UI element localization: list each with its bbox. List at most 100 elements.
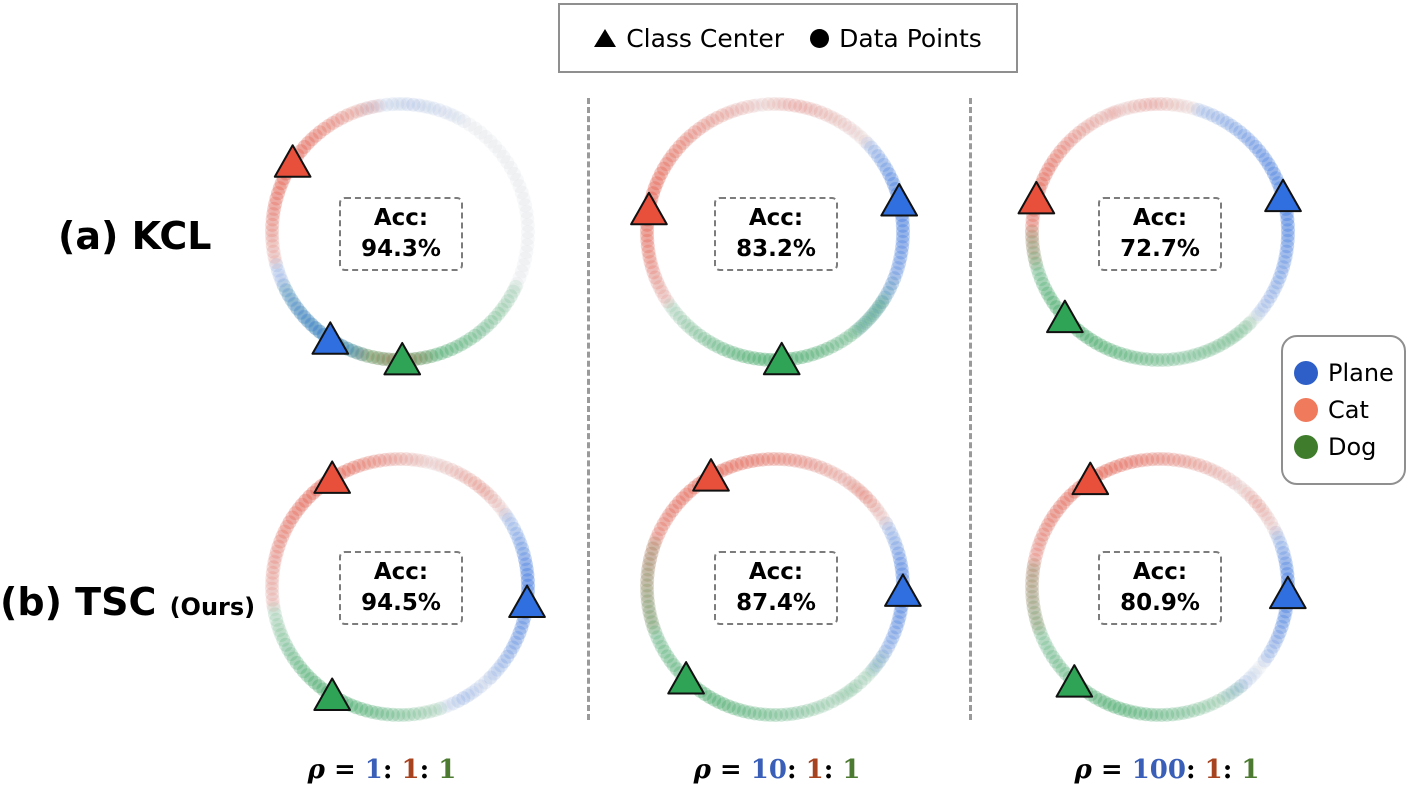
data-point (1139, 352, 1154, 367)
data-point (350, 104, 365, 119)
data-point (270, 617, 285, 632)
data-point (647, 536, 662, 551)
data-point (472, 325, 487, 340)
data-point (891, 546, 906, 561)
data-point (644, 260, 659, 275)
data-point (500, 155, 515, 170)
data-point (1038, 522, 1053, 537)
data-point (837, 117, 852, 132)
acc-box-kcl-1-1-1: Acc: 94.3% (339, 197, 463, 271)
data-point (882, 638, 897, 653)
data-point (704, 335, 718, 350)
data-point (285, 294, 300, 309)
data-point (269, 258, 284, 273)
data-point (648, 270, 663, 285)
data-point (684, 322, 699, 337)
data-point (265, 212, 280, 227)
data-point (889, 264, 904, 279)
data-point (677, 315, 692, 330)
data-point (500, 649, 515, 664)
data-point (677, 489, 692, 504)
data-point (1026, 563, 1041, 578)
data-point (781, 97, 796, 112)
data-point (882, 521, 897, 536)
data-point (1027, 552, 1042, 567)
data-point (492, 499, 507, 514)
data-point (820, 696, 835, 711)
data-point (1026, 600, 1041, 615)
circle-plot (265, 452, 546, 722)
acc-label: Acc: (1132, 205, 1188, 231)
data-point (642, 605, 657, 620)
data-point (317, 121, 332, 136)
data-point (643, 255, 658, 270)
data-point (813, 460, 828, 475)
data-point (273, 179, 288, 194)
data-point (850, 482, 865, 497)
data-point (1085, 116, 1100, 131)
data-point (665, 503, 680, 518)
data-point (1232, 479, 1247, 494)
data-point (266, 602, 281, 617)
data-point (642, 251, 657, 266)
data-point (868, 304, 883, 319)
data-point (266, 600, 281, 615)
data-point (281, 642, 296, 657)
data-point (734, 456, 749, 471)
data-point (1059, 492, 1074, 507)
data-point (672, 494, 687, 509)
data-point (347, 105, 362, 120)
data-point (1256, 655, 1271, 670)
data-point (393, 97, 407, 111)
ratio-plane: 10 (750, 755, 787, 785)
data-point (642, 249, 657, 264)
data-point (859, 314, 874, 329)
data-point (432, 103, 447, 118)
data-point (468, 476, 483, 491)
data-point (483, 134, 498, 149)
data-point (1267, 638, 1282, 653)
data-point (1280, 567, 1295, 582)
data-point (483, 315, 498, 330)
data-point (644, 613, 659, 628)
data-point (366, 705, 381, 720)
data-point (384, 97, 399, 112)
data-point (1205, 108, 1220, 123)
data-point (640, 567, 655, 582)
data-point (488, 139, 503, 154)
ratio-sep: : (786, 755, 806, 785)
data-point (651, 632, 666, 647)
data-point (1182, 349, 1197, 364)
data-point (1261, 157, 1276, 172)
data-point (878, 644, 893, 659)
data-point (265, 566, 280, 581)
data-point (1025, 224, 1040, 239)
data-point (1248, 310, 1263, 325)
data-point (1280, 212, 1295, 227)
data-point (1263, 644, 1278, 659)
data-point (676, 314, 691, 329)
data-point (1159, 97, 1174, 112)
data-point (520, 566, 535, 581)
data-point (837, 472, 852, 487)
data-point (803, 102, 818, 117)
data-point (1126, 454, 1141, 469)
data-point (726, 701, 741, 716)
data-point (888, 536, 903, 551)
data-point (1228, 121, 1243, 136)
data-point (372, 351, 387, 366)
data-point (721, 699, 736, 714)
data-point (640, 580, 654, 594)
data-point (1276, 546, 1291, 561)
data-point (867, 499, 882, 514)
data-point (1043, 157, 1058, 172)
dog-class-center (313, 677, 352, 712)
class-legend-cat-label: Cat (1328, 396, 1369, 424)
data-point (803, 457, 818, 472)
data-point (702, 334, 717, 349)
data-point (512, 625, 527, 640)
data-point (1139, 97, 1154, 112)
data-point (734, 703, 749, 718)
data-point (297, 140, 312, 155)
data-point (1277, 609, 1292, 624)
